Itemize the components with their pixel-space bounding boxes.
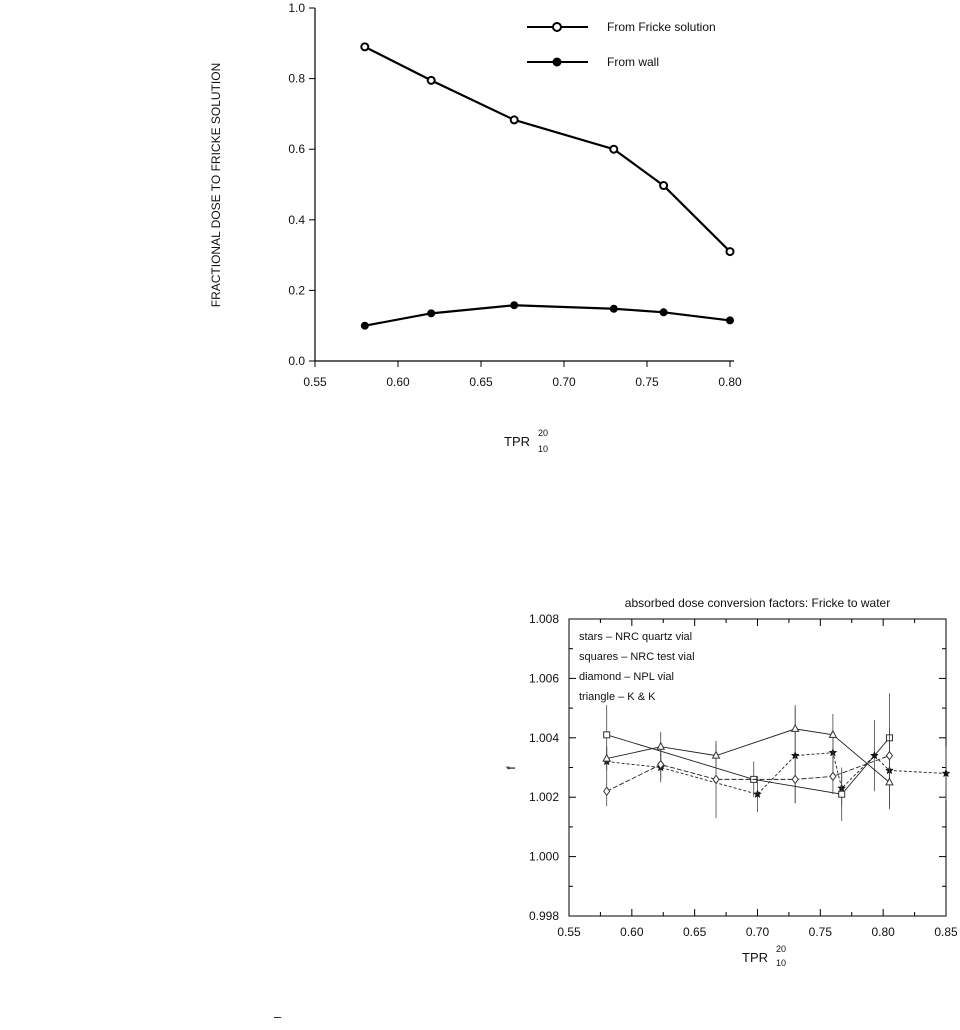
axes: 0.0 0.2 0.4 0.6 0.8 1.0 0.55 0.60 0.65 0.70 0.75 0.… xyxy=(209,1,742,454)
page-mark: – xyxy=(274,1009,282,1024)
y-tick-label: 1.008 xyxy=(529,612,559,626)
series-line xyxy=(606,752,947,795)
x-axis-title-subscript: 10 xyxy=(538,444,548,454)
axes: absorbed dose conversion factors: Fricke… xyxy=(504,596,958,968)
series-layer xyxy=(602,693,951,821)
y-tick-label: 1.0 xyxy=(288,1,305,15)
data-point xyxy=(885,750,894,761)
series-line xyxy=(606,728,890,783)
y-tick-label: 1.006 xyxy=(529,671,559,685)
x-tick-label: 0.55 xyxy=(303,375,327,389)
legend-marker xyxy=(552,22,562,32)
x-axis-title: TPR xyxy=(742,950,768,965)
x-tick-label: 0.65 xyxy=(683,925,707,939)
x-tick-label: 0.60 xyxy=(620,925,644,939)
legend: stars – NRC quartz vial squares – NRC tes… xyxy=(579,631,695,703)
x-tick-label: 0.70 xyxy=(552,375,576,389)
data-point xyxy=(426,75,436,85)
data-point xyxy=(656,741,666,750)
legend-marker xyxy=(552,57,562,67)
y-tick-label: 1.004 xyxy=(529,731,559,745)
series-line xyxy=(364,45,731,253)
data-point xyxy=(603,786,611,797)
x-tick-label: 0.60 xyxy=(386,375,410,389)
data-point xyxy=(828,729,838,738)
series-squares-nrc-test-vial xyxy=(603,693,893,821)
data-point xyxy=(941,768,951,778)
legend-label: diamond – NPL vial xyxy=(579,671,674,683)
legend-label: From wall xyxy=(607,55,659,69)
x-tick-label: 0.85 xyxy=(934,925,958,939)
data-point xyxy=(790,723,800,732)
y-tick-label: 0.0 xyxy=(288,354,305,368)
y-tick-label: 1.002 xyxy=(529,790,559,804)
series-from-fricke-solution xyxy=(360,42,735,257)
data-point xyxy=(726,316,734,325)
data-point xyxy=(509,115,519,125)
conversion-factor-chart: absorbed dose conversion factors: Fricke… xyxy=(504,596,958,968)
series-diamond-npl-vial xyxy=(603,728,894,818)
series-line xyxy=(364,304,731,327)
series-layer xyxy=(360,42,735,330)
x-axis-title-subscript: 10 xyxy=(776,958,786,968)
data-point xyxy=(360,42,370,52)
y-tick-label: 0.6 xyxy=(288,142,305,156)
data-point xyxy=(659,181,669,191)
y-tick-label: 1.000 xyxy=(529,850,559,864)
y-axis-title: f xyxy=(504,766,518,770)
data-point xyxy=(885,777,894,786)
legend: From Fricke solution From wall xyxy=(527,20,716,69)
series-stars-nrc-quartz-vial xyxy=(602,708,951,813)
x-axis-title: TPR xyxy=(504,434,530,449)
chart-title: absorbed dose conversion factors: Fricke… xyxy=(625,596,890,610)
y-tick-label: 0.8 xyxy=(288,72,305,86)
data-point xyxy=(609,304,618,313)
legend-label: stars – NRC quartz vial xyxy=(579,631,692,643)
data-point xyxy=(753,789,762,798)
data-point xyxy=(427,309,436,318)
y-tick-label: 0.4 xyxy=(288,213,305,227)
x-tick-label: 0.70 xyxy=(746,925,770,939)
series-from-wall xyxy=(360,301,734,330)
data-point xyxy=(603,731,611,739)
x-tick-label: 0.75 xyxy=(635,375,659,389)
legend-label: From Fricke solution xyxy=(607,20,716,34)
series-triangle-k-and-k xyxy=(602,705,894,807)
x-axis-title-superscript: 20 xyxy=(538,428,548,438)
data-point xyxy=(602,753,612,762)
x-axis-title-superscript: 20 xyxy=(776,944,786,954)
data-point xyxy=(791,774,799,785)
data-point xyxy=(829,771,837,782)
data-point xyxy=(360,321,369,330)
legend-label: squares – NRC test vial xyxy=(579,651,695,663)
data-point xyxy=(711,750,721,759)
data-point xyxy=(725,247,735,257)
data-point xyxy=(712,774,720,785)
x-tick-label: 0.80 xyxy=(718,375,742,389)
fractional-dose-chart: 0.0 0.2 0.4 0.6 0.8 1.0 0.55 0.60 0.65 0.70 0.75 0.… xyxy=(209,1,742,454)
y-axis-title: FRACTIONAL DOSE TO FRICKE SOLUTION xyxy=(209,63,223,307)
series-line xyxy=(606,755,890,792)
y-tick-label: 0.2 xyxy=(288,283,305,297)
data-point xyxy=(657,759,665,770)
x-tick-label: 0.75 xyxy=(809,925,833,939)
data-point xyxy=(609,144,619,154)
series-line xyxy=(606,734,890,795)
data-point xyxy=(838,790,846,798)
y-tick-label: 0.998 xyxy=(529,909,559,923)
x-tick-label: 0.55 xyxy=(557,925,581,939)
data-point xyxy=(659,308,668,317)
x-tick-label: 0.80 xyxy=(871,925,895,939)
x-tick-label: 0.65 xyxy=(469,375,493,389)
data-point xyxy=(510,301,519,310)
legend-label: triangle – K & K xyxy=(579,691,656,703)
